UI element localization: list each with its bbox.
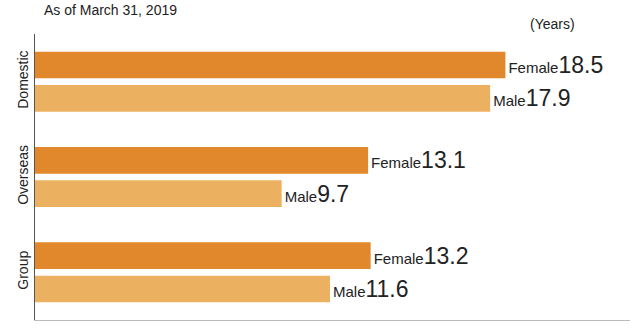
svg-text:Male17.9: Male17.9: [493, 85, 570, 111]
svg-text:Female13.2: Female13.2: [374, 243, 469, 269]
svg-text:Domestic: Domestic: [15, 50, 31, 108]
svg-text:Overseas: Overseas: [15, 145, 31, 205]
svg-text:Male11.6: Male11.6: [333, 276, 409, 302]
svg-text:(Years): (Years): [530, 16, 575, 32]
svg-text:Female18.5: Female18.5: [508, 52, 603, 78]
svg-text:Group: Group: [15, 251, 31, 290]
svg-text:Female13.1: Female13.1: [371, 147, 466, 173]
svg-text:As of March 31, 2019: As of March 31, 2019: [44, 2, 177, 18]
svg-text:Male9.7: Male9.7: [285, 181, 350, 207]
